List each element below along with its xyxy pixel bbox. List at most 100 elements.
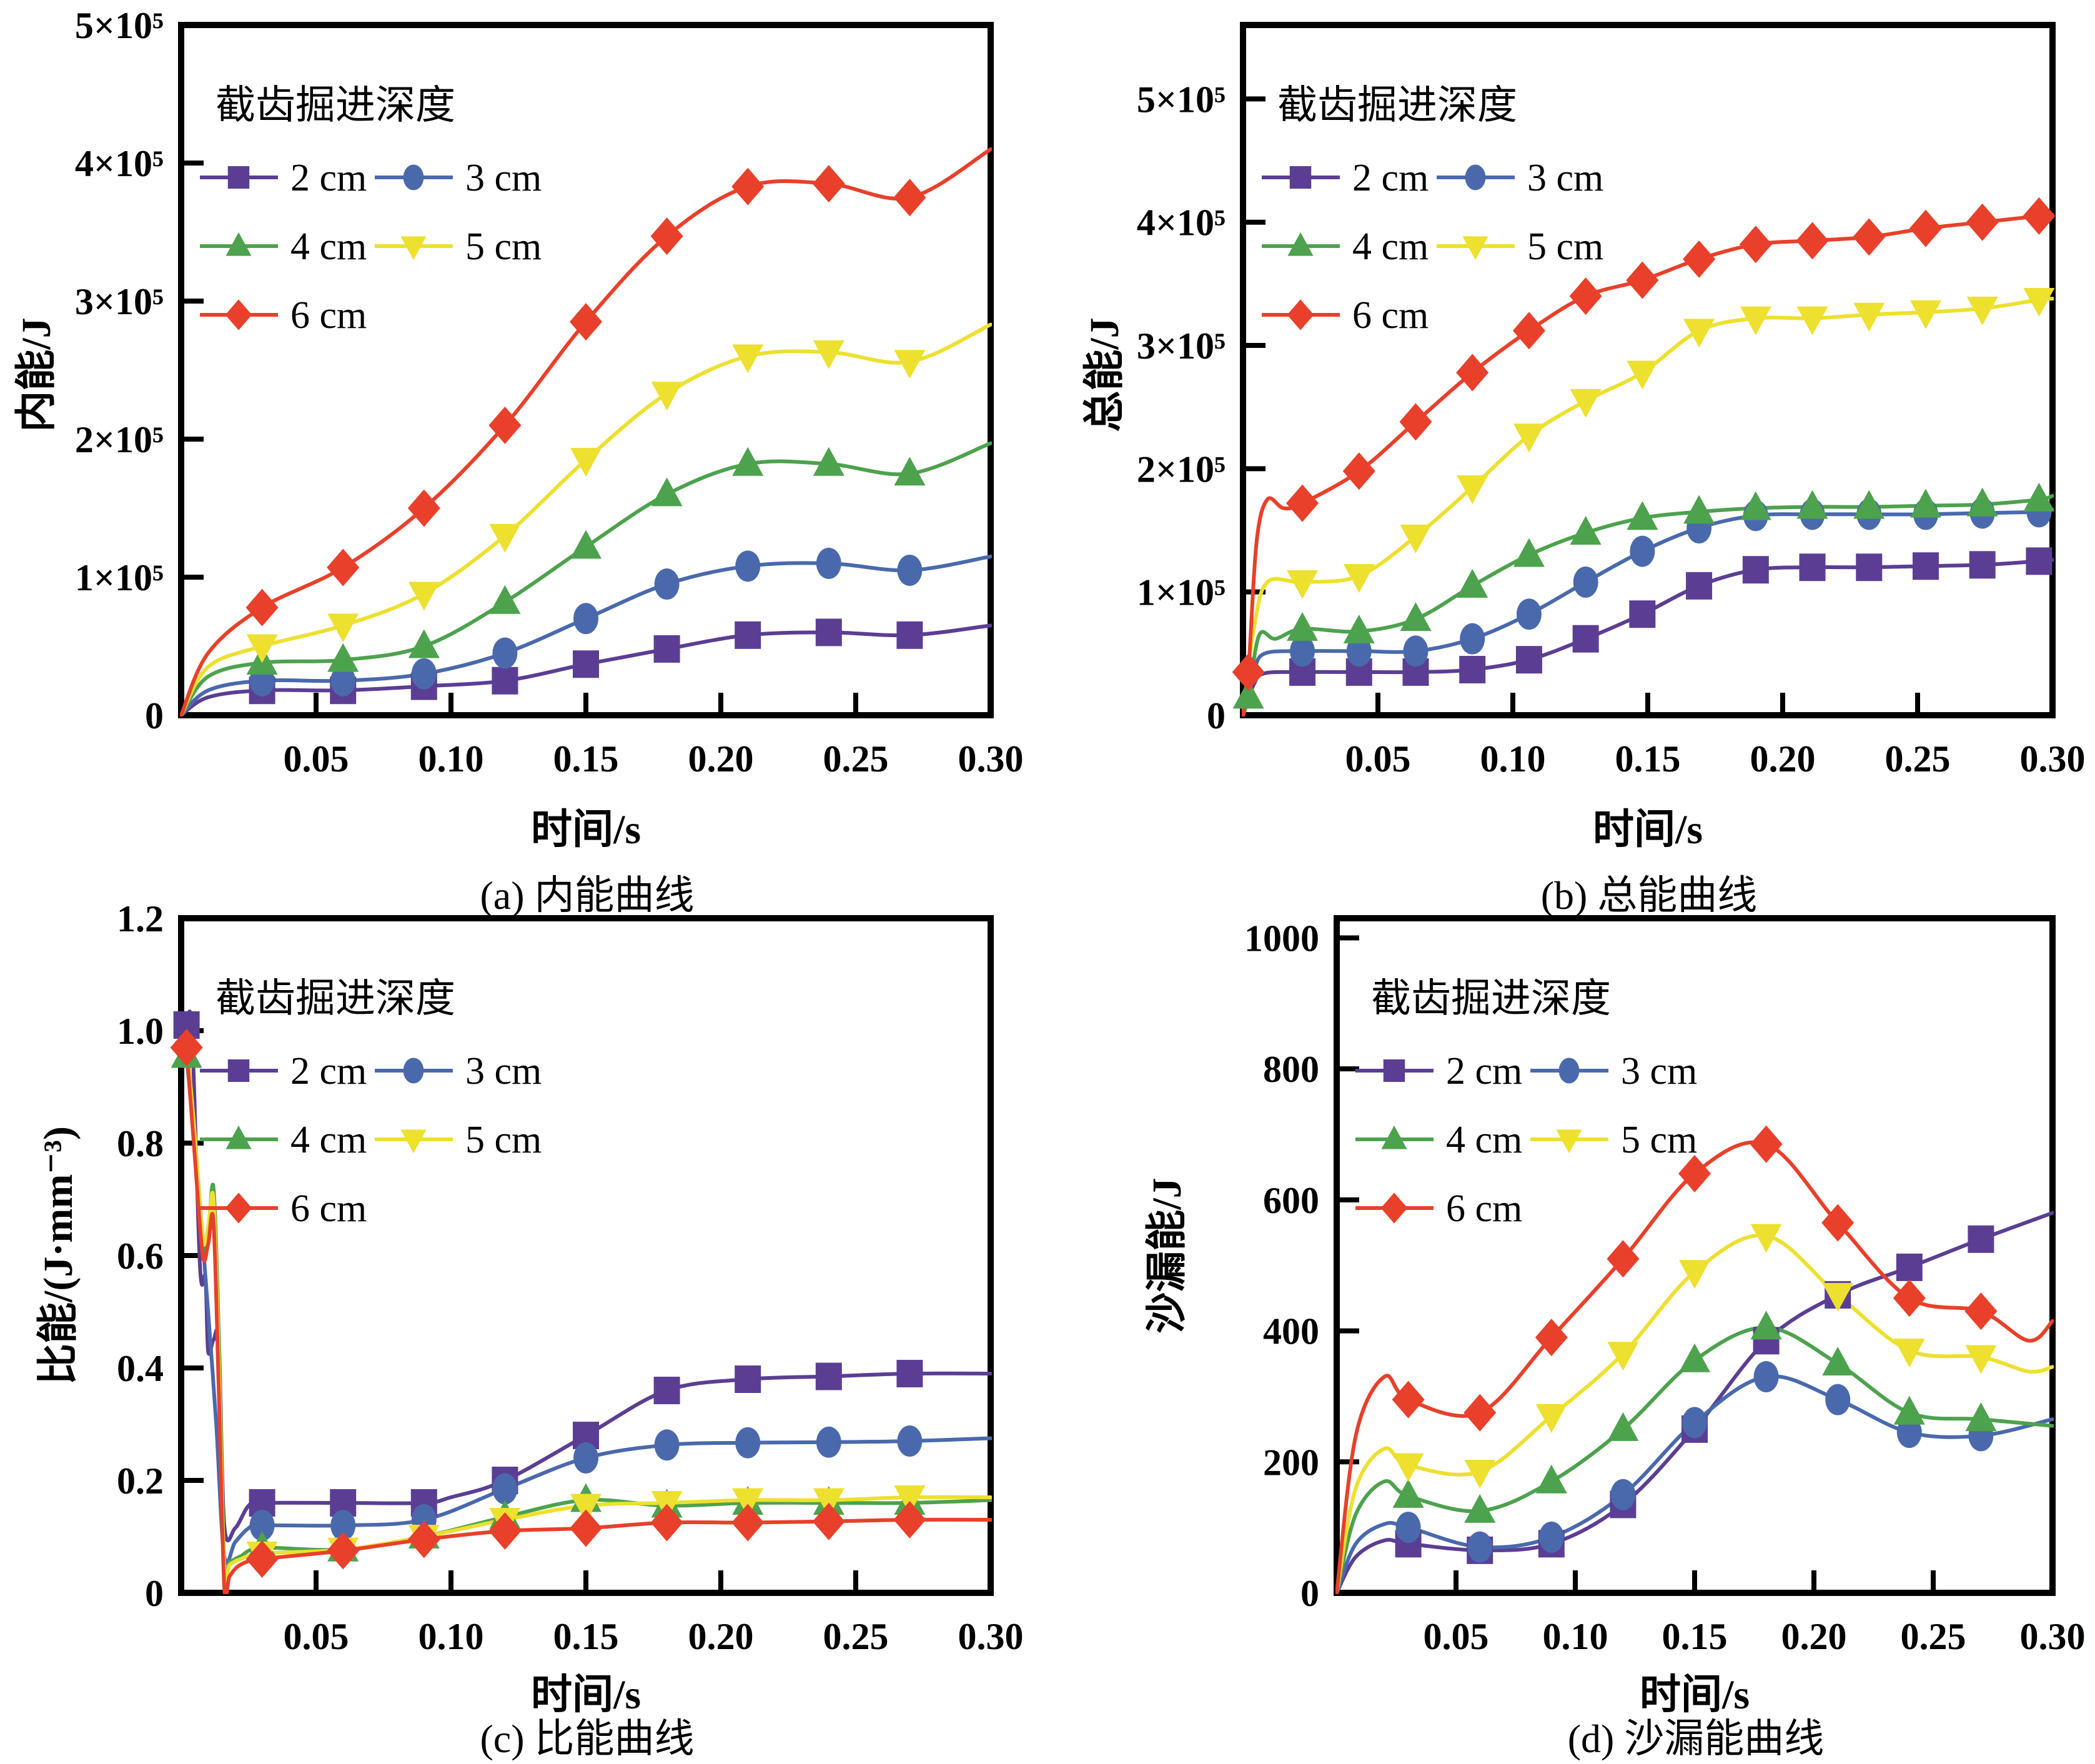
y-tick-label: 1×10⁵ <box>75 557 164 598</box>
y-tick-label: 0 <box>1300 1573 1319 1614</box>
y-tick-label: 600 <box>1263 1180 1319 1221</box>
circle-marker <box>1610 1479 1636 1510</box>
legend-label: 3 cm <box>1527 157 1603 199</box>
circle-marker <box>1395 1512 1421 1544</box>
legend-label: 4 cm <box>1352 225 1429 268</box>
triangle-up-marker <box>894 457 926 486</box>
diamond-marker <box>1535 1319 1568 1357</box>
circle-marker <box>1630 535 1655 567</box>
legend-entry-3cm: 3 cm <box>1437 157 1603 199</box>
x-tick-label: 0.05 <box>284 1616 349 1657</box>
legend-label: 4 cm <box>290 1119 367 1161</box>
y-axis-label: 沙漏能/J <box>1144 1177 1190 1333</box>
triangle-up-marker <box>1679 1343 1710 1372</box>
y-tick-label: 0.8 <box>117 1123 164 1164</box>
diamond-marker <box>488 1512 522 1550</box>
legend-entry-4cm: 4 cm <box>1262 225 1429 268</box>
triangle-up-marker <box>813 447 844 476</box>
diamond-marker <box>245 588 279 627</box>
legend: 截齿掘进深度 2 cm 3 cm 4 cm 5 cm 6 cm <box>200 83 542 337</box>
y-tick-label: 2×10⁵ <box>1137 448 1226 490</box>
plot-box <box>178 915 994 1596</box>
diamond-marker <box>327 1532 360 1570</box>
legend-entry-3cm: 3 cm <box>375 1050 542 1093</box>
square-marker <box>815 1362 842 1390</box>
triangle-up-marker <box>1822 1347 1854 1376</box>
legend-label: 5 cm <box>465 1119 542 1161</box>
triangle-up-marker <box>570 530 602 559</box>
plot-box <box>1334 915 2056 1596</box>
diamond-marker <box>407 489 440 527</box>
x-tick-label: 0.25 <box>823 738 889 780</box>
diamond-marker <box>488 406 522 444</box>
circle-marker <box>1403 635 1429 667</box>
series-markers-6cm <box>170 1029 926 1578</box>
panel-caption: (b) 总能曲线 <box>1541 873 1758 918</box>
triangle-down-marker <box>1683 319 1715 348</box>
triangle-down-marker <box>2023 288 2055 317</box>
legend-triangle-down-icon <box>400 236 427 260</box>
legend: 截齿掘进深度 2 cm 3 cm 4 cm 5 cm 6 cm <box>1262 83 1603 337</box>
diamond-marker <box>407 1520 440 1558</box>
series-markers-4cm <box>1392 1311 1997 1523</box>
triangle-up-marker <box>732 447 764 476</box>
legend-triangle-down-icon <box>1462 236 1488 260</box>
triangle-down-marker <box>570 448 602 477</box>
series-markers-6cm <box>245 165 926 627</box>
x-tick-label: 0.20 <box>688 738 754 780</box>
circle-marker <box>654 1429 680 1461</box>
diamond-marker <box>1464 1394 1497 1432</box>
square-marker <box>653 1377 680 1404</box>
x-tick-label: 0.30 <box>2020 1616 2086 1657</box>
series-line-5cm <box>1335 1233 2054 1594</box>
y-tick-label: 1×10⁵ <box>1137 572 1226 613</box>
x-tick-label: 0.20 <box>1781 1616 1847 1657</box>
diamond-marker <box>731 1504 765 1542</box>
legend-entry-6cm: 6 cm <box>1355 1187 1522 1230</box>
triangle-up-marker <box>1343 614 1375 643</box>
triangle-down-marker <box>1909 300 1941 329</box>
diamond-marker <box>1909 209 1942 247</box>
diamond-marker <box>327 548 360 587</box>
y-tick-label: 3×10⁵ <box>1137 325 1226 367</box>
legend-label: 3 cm <box>465 1050 542 1093</box>
circle-marker <box>1538 1521 1564 1553</box>
y-tick-label: 1.0 <box>117 1011 164 1052</box>
series-markers-2cm <box>1289 547 2053 686</box>
triangle-down-marker <box>1513 424 1545 453</box>
diamond-marker <box>2023 197 2056 235</box>
legend-entry-6cm: 6 cm <box>200 1187 367 1230</box>
x-tick-label: 0.10 <box>419 738 484 780</box>
triangle-up-marker <box>1853 490 1885 519</box>
legend-label: 6 cm <box>290 1187 367 1230</box>
series-markers-5cm <box>1392 1224 1997 1489</box>
legend-circle-icon <box>1465 164 1486 191</box>
series-line-3cm <box>184 1034 992 1565</box>
series-markers-4cm <box>1232 482 2055 709</box>
circle-marker <box>573 603 598 635</box>
triangle-up-marker <box>489 585 521 614</box>
legend-entry-5cm: 5 cm <box>375 1119 542 1161</box>
legend-triangle-down-icon <box>400 1129 427 1154</box>
circle-marker <box>816 1426 841 1458</box>
diamond-marker <box>1964 1292 1998 1330</box>
diamond-marker <box>1739 225 1772 264</box>
diamond-marker <box>893 1501 926 1539</box>
circle-marker <box>1825 1384 1851 1415</box>
diamond-marker <box>650 1504 683 1542</box>
x-tick-label: 0.15 <box>1662 1616 1728 1657</box>
diamond-marker <box>1853 218 1886 256</box>
triangle-down-marker <box>1965 1345 1997 1374</box>
legend-title: 截齿掘进深度 <box>1277 83 1517 127</box>
square-marker <box>1515 646 1542 674</box>
diamond-marker <box>893 179 926 217</box>
circle-marker <box>492 1473 518 1505</box>
legend-label: 2 cm <box>1352 157 1429 199</box>
triangle-down-marker <box>894 350 926 379</box>
legend-square-icon <box>1383 1059 1405 1083</box>
square-marker <box>1629 600 1656 628</box>
legend-label: 4 cm <box>1446 1119 1522 1161</box>
triangle-up-marker <box>1513 538 1545 567</box>
legend-entry-6cm: 6 cm <box>1262 294 1429 337</box>
